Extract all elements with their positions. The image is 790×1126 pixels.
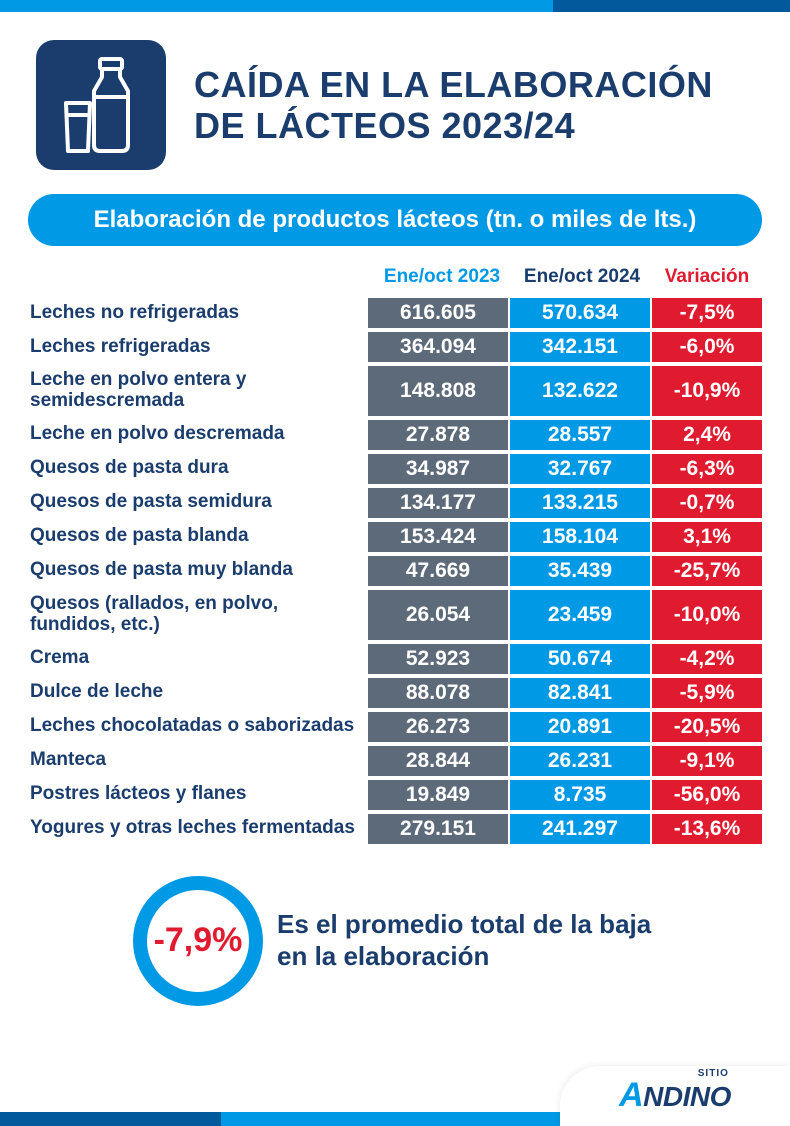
- row-label: Postres lácteos y flanes: [28, 780, 368, 810]
- col-header-label: [28, 266, 372, 288]
- cell-2024: 32.767: [510, 454, 650, 484]
- column-headers: Ene/oct 2023 Ene/oct 2024 Variación: [28, 260, 762, 298]
- cell-2024: 241.297: [510, 814, 650, 844]
- table-row: Dulce de leche88.07882.841-5,9%: [28, 678, 762, 708]
- cell-2024: 158.104: [510, 522, 650, 552]
- row-label: Yogures y otras leches fermentadas: [28, 814, 368, 844]
- cell-2023: 26.054: [368, 590, 508, 640]
- cell-2023: 47.669: [368, 556, 508, 586]
- cell-2024: 35.439: [510, 556, 650, 586]
- logo-a: A: [619, 1076, 643, 1114]
- table-row: Leches chocolatadas o saborizadas26.2732…: [28, 712, 762, 742]
- cell-variation: -10,9%: [652, 366, 762, 416]
- row-label: Quesos de pasta semidura: [28, 488, 368, 518]
- row-label: Leche en polvo entera y semidescremada: [28, 366, 368, 416]
- logo-rest: NDINO: [643, 1081, 731, 1112]
- cell-variation: -7,5%: [652, 298, 762, 328]
- cell-2023: 279.151: [368, 814, 508, 844]
- cell-2024: 28.557: [510, 420, 650, 450]
- row-label: Quesos (rallados, en polvo, fundidos, et…: [28, 590, 368, 640]
- cell-2023: 19.849: [368, 780, 508, 810]
- top-accent-bar: [0, 0, 790, 12]
- cell-2023: 88.078: [368, 678, 508, 708]
- table-row: Manteca28.84426.231-9,1%: [28, 746, 762, 776]
- cell-2024: 26.231: [510, 746, 650, 776]
- row-label: Leches no refrigeradas: [28, 298, 368, 328]
- subtitle-bar: Elaboración de productos lácteos (tn. o …: [28, 194, 762, 246]
- row-label: Quesos de pasta blanda: [28, 522, 368, 552]
- page-title: CAÍDA EN LA ELABORACIÓN DE LÁCTEOS 2023/…: [194, 64, 754, 147]
- cell-variation: -9,1%: [652, 746, 762, 776]
- cell-2023: 153.424: [368, 522, 508, 552]
- cell-2023: 148.808: [368, 366, 508, 416]
- milk-icon-box: [36, 40, 166, 170]
- logo-tab: SITIO ANDINO: [560, 1066, 790, 1126]
- cell-variation: -10,0%: [652, 590, 762, 640]
- cell-2024: 132.622: [510, 366, 650, 416]
- infographic-container: CAÍDA EN LA ELABORACIÓN DE LÁCTEOS 2023/…: [0, 0, 790, 1126]
- data-table: Ene/oct 2023 Ene/oct 2024 Variación Lech…: [28, 260, 762, 844]
- cell-2023: 52.923: [368, 644, 508, 674]
- row-label: Manteca: [28, 746, 368, 776]
- row-label: Leches chocolatadas o saborizadas: [28, 712, 368, 742]
- cell-2024: 23.459: [510, 590, 650, 640]
- cell-variation: -5,9%: [652, 678, 762, 708]
- table-row: Postres lácteos y flanes19.8498.735-56,0…: [28, 780, 762, 810]
- cell-2024: 133.215: [510, 488, 650, 518]
- table-body: Leches no refrigeradas616.605570.634-7,5…: [28, 298, 762, 844]
- table-row: Yogures y otras leches fermentadas279.15…: [28, 814, 762, 844]
- table-row: Leche en polvo entera y semidescremada14…: [28, 366, 762, 416]
- footer: SITIO ANDINO: [0, 1066, 790, 1126]
- cell-variation: 2,4%: [652, 420, 762, 450]
- cell-2023: 27.878: [368, 420, 508, 450]
- summary-text: Es el promedio total de la baja en la el…: [277, 909, 657, 971]
- cell-variation: -0,7%: [652, 488, 762, 518]
- row-label: Leche en polvo descremada: [28, 420, 368, 450]
- logo-sitio: SITIO: [698, 1068, 729, 1079]
- cell-2024: 570.634: [510, 298, 650, 328]
- table-row: Crema52.92350.674-4,2%: [28, 644, 762, 674]
- cell-2024: 342.151: [510, 332, 650, 362]
- cell-variation: -13,6%: [652, 814, 762, 844]
- cell-variation: -56,0%: [652, 780, 762, 810]
- cell-2024: 82.841: [510, 678, 650, 708]
- row-label: Quesos de pasta muy blanda: [28, 556, 368, 586]
- row-label: Quesos de pasta dura: [28, 454, 368, 484]
- header: CAÍDA EN LA ELABORACIÓN DE LÁCTEOS 2023/…: [0, 12, 790, 194]
- cell-2023: 616.605: [368, 298, 508, 328]
- summary-pct-circle: -7,9%: [133, 876, 263, 1006]
- table-row: Quesos de pasta muy blanda47.66935.439-2…: [28, 556, 762, 586]
- table-row: Quesos de pasta blanda153.424158.1043,1%: [28, 522, 762, 552]
- cell-variation: 3,1%: [652, 522, 762, 552]
- cell-2023: 364.094: [368, 332, 508, 362]
- table-row: Leches refrigeradas364.094342.151-6,0%: [28, 332, 762, 362]
- table-row: Quesos de pasta dura34.98732.767-6,3%: [28, 454, 762, 484]
- cell-variation: -20,5%: [652, 712, 762, 742]
- table-row: Quesos (rallados, en polvo, fundidos, et…: [28, 590, 762, 640]
- cell-2023: 134.177: [368, 488, 508, 518]
- table-row: Leche en polvo descremada27.87828.5572,4…: [28, 420, 762, 450]
- cell-2024: 20.891: [510, 712, 650, 742]
- cell-2024: 50.674: [510, 644, 650, 674]
- row-label: Crema: [28, 644, 368, 674]
- cell-2023: 28.844: [368, 746, 508, 776]
- col-header-variation: Variación: [652, 266, 762, 288]
- cell-2023: 26.273: [368, 712, 508, 742]
- col-header-2023: Ene/oct 2023: [372, 266, 512, 288]
- cell-2024: 8.735: [510, 780, 650, 810]
- row-label: Dulce de leche: [28, 678, 368, 708]
- cell-variation: -25,7%: [652, 556, 762, 586]
- cell-variation: -6,3%: [652, 454, 762, 484]
- row-label: Leches refrigeradas: [28, 332, 368, 362]
- col-header-2024: Ene/oct 2024: [512, 266, 652, 288]
- cell-variation: -6,0%: [652, 332, 762, 362]
- summary-row: -7,9% Es el promedio total de la baja en…: [0, 848, 790, 1066]
- cell-variation: -4,2%: [652, 644, 762, 674]
- cell-2023: 34.987: [368, 454, 508, 484]
- milk-bottle-glass-icon: [56, 55, 146, 155]
- table-row: Leches no refrigeradas616.605570.634-7,5…: [28, 298, 762, 328]
- table-row: Quesos de pasta semidura134.177133.215-0…: [28, 488, 762, 518]
- brand-logo: SITIO ANDINO: [619, 1076, 731, 1115]
